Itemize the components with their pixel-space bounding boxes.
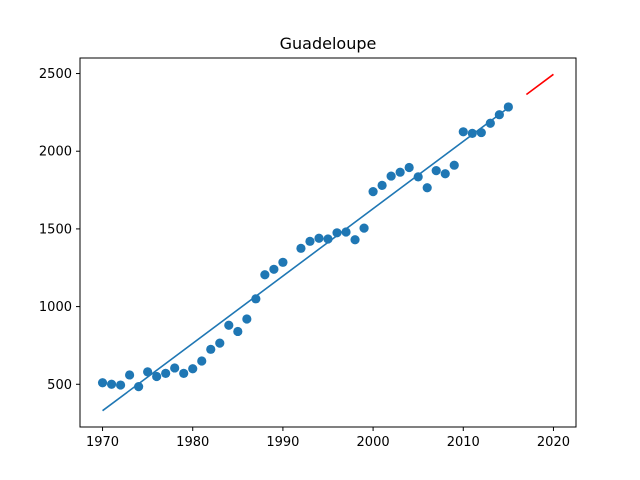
scatter-point xyxy=(305,236,315,246)
scatter-point xyxy=(377,180,387,190)
chart-title: Guadeloupe xyxy=(280,34,377,53)
y-tick-label: 500 xyxy=(47,378,72,393)
scatter-point xyxy=(413,172,423,182)
scatter-point xyxy=(386,171,396,181)
scatter-point xyxy=(269,264,279,274)
scatter-point xyxy=(485,118,495,128)
scatter-point xyxy=(359,223,369,233)
scatter-point xyxy=(476,127,486,138)
series-line-1 xyxy=(102,107,509,412)
scatter-point xyxy=(503,102,513,112)
scatter-point xyxy=(242,314,252,324)
scatter-point xyxy=(296,243,306,253)
scatter-point xyxy=(188,364,198,374)
scatter-point xyxy=(125,370,135,380)
x-tick-label: 1970 xyxy=(86,435,119,450)
scatter-point xyxy=(115,380,126,390)
scatter-point xyxy=(206,344,216,354)
scatter-point xyxy=(440,169,450,179)
scatter-point xyxy=(395,167,405,177)
scatter-point xyxy=(368,187,378,197)
scatter-point xyxy=(143,367,153,377)
y-tick-label: 2500 xyxy=(39,67,72,82)
scatter-point xyxy=(170,363,180,373)
scatter-point xyxy=(251,294,261,304)
x-tick-label: 1980 xyxy=(176,435,209,450)
scatter-point xyxy=(224,320,234,330)
scatter-point xyxy=(422,183,432,193)
scatter-point xyxy=(134,382,144,392)
scatter-point xyxy=(152,371,162,382)
scatter-point xyxy=(197,356,207,366)
scatter-point xyxy=(404,162,414,173)
y-tick-label: 1500 xyxy=(39,222,72,237)
scatter-point xyxy=(106,379,117,389)
scatter-point xyxy=(449,160,459,170)
scatter-point xyxy=(350,235,360,245)
scatter-point xyxy=(314,233,324,243)
y-axis: 500 1000 1500 2000 2500 xyxy=(39,67,80,393)
scatter-point xyxy=(431,166,441,176)
y-tick-label: 2000 xyxy=(39,145,72,160)
x-tick-label: 2000 xyxy=(357,435,390,450)
scatter-point xyxy=(97,378,108,388)
scatter-point xyxy=(179,368,189,378)
x-tick-label: 1990 xyxy=(266,435,299,450)
scatter-point xyxy=(323,234,333,244)
scatter-point xyxy=(341,227,351,237)
scatter-point xyxy=(161,368,171,378)
plot-area xyxy=(97,73,554,412)
scatter-point xyxy=(458,127,468,137)
series-line-2 xyxy=(525,73,554,96)
plot-frame xyxy=(79,57,577,428)
y-tick-label: 1000 xyxy=(39,300,72,315)
scatter-point xyxy=(494,110,504,120)
scatter-point xyxy=(278,257,288,267)
scatter-point xyxy=(467,128,477,138)
x-tick-label: 2020 xyxy=(537,435,570,450)
scatter-point xyxy=(215,338,225,348)
scatter-point xyxy=(260,270,270,280)
x-tick-label: 2010 xyxy=(447,435,480,450)
scatter-point xyxy=(233,326,243,337)
x-axis: 1970 1980 1990 2000 2010 2020 xyxy=(86,427,570,450)
scatter-point xyxy=(332,228,342,238)
